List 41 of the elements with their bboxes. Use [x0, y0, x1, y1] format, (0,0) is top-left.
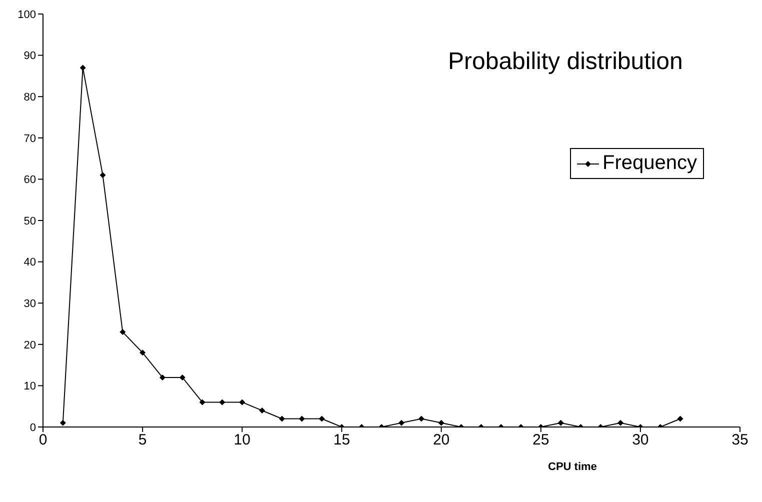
x-tick-label: 5	[138, 432, 147, 449]
point	[100, 172, 106, 178]
y-tick-label: 10	[24, 380, 36, 393]
y-tick-label: 50	[24, 215, 36, 228]
x-tick-label: 0	[38, 432, 48, 449]
y-tick-label: 40	[24, 256, 36, 269]
point	[318, 416, 325, 422]
point	[80, 64, 86, 71]
y-tick-label: 70	[24, 132, 36, 145]
x-tick-label: 15	[333, 432, 350, 449]
y-tick-label: 60	[24, 174, 36, 186]
text: Probability distribution	[448, 48, 683, 76]
x-axis-title: CPU time	[548, 461, 597, 473]
y-tick-label: 80	[24, 92, 36, 104]
point	[60, 420, 66, 426]
y-tick-label: 0	[30, 422, 36, 434]
point	[438, 420, 444, 426]
point	[199, 399, 206, 406]
y-tick-label: 100	[18, 8, 36, 21]
x-tick-label: 20	[432, 432, 450, 449]
point	[219, 399, 226, 406]
point	[558, 420, 564, 426]
x-tick-label: 25	[532, 432, 550, 449]
x-tick-label: 30	[632, 432, 649, 449]
y-tick-label: 30	[24, 298, 36, 310]
y-tick-label: 90	[24, 50, 36, 62]
point	[159, 374, 166, 380]
point	[259, 407, 266, 414]
point	[278, 416, 285, 422]
point	[298, 416, 305, 422]
y-tick-label: 20	[24, 339, 36, 352]
point	[398, 420, 404, 426]
legend-label: Frequency	[602, 152, 697, 175]
point	[677, 416, 684, 422]
point	[239, 399, 246, 406]
point	[140, 350, 146, 356]
x-tick-label: 35	[732, 432, 748, 449]
x-tick-label: 10	[234, 432, 250, 449]
point	[418, 416, 424, 422]
point	[120, 329, 126, 336]
point	[618, 420, 624, 426]
